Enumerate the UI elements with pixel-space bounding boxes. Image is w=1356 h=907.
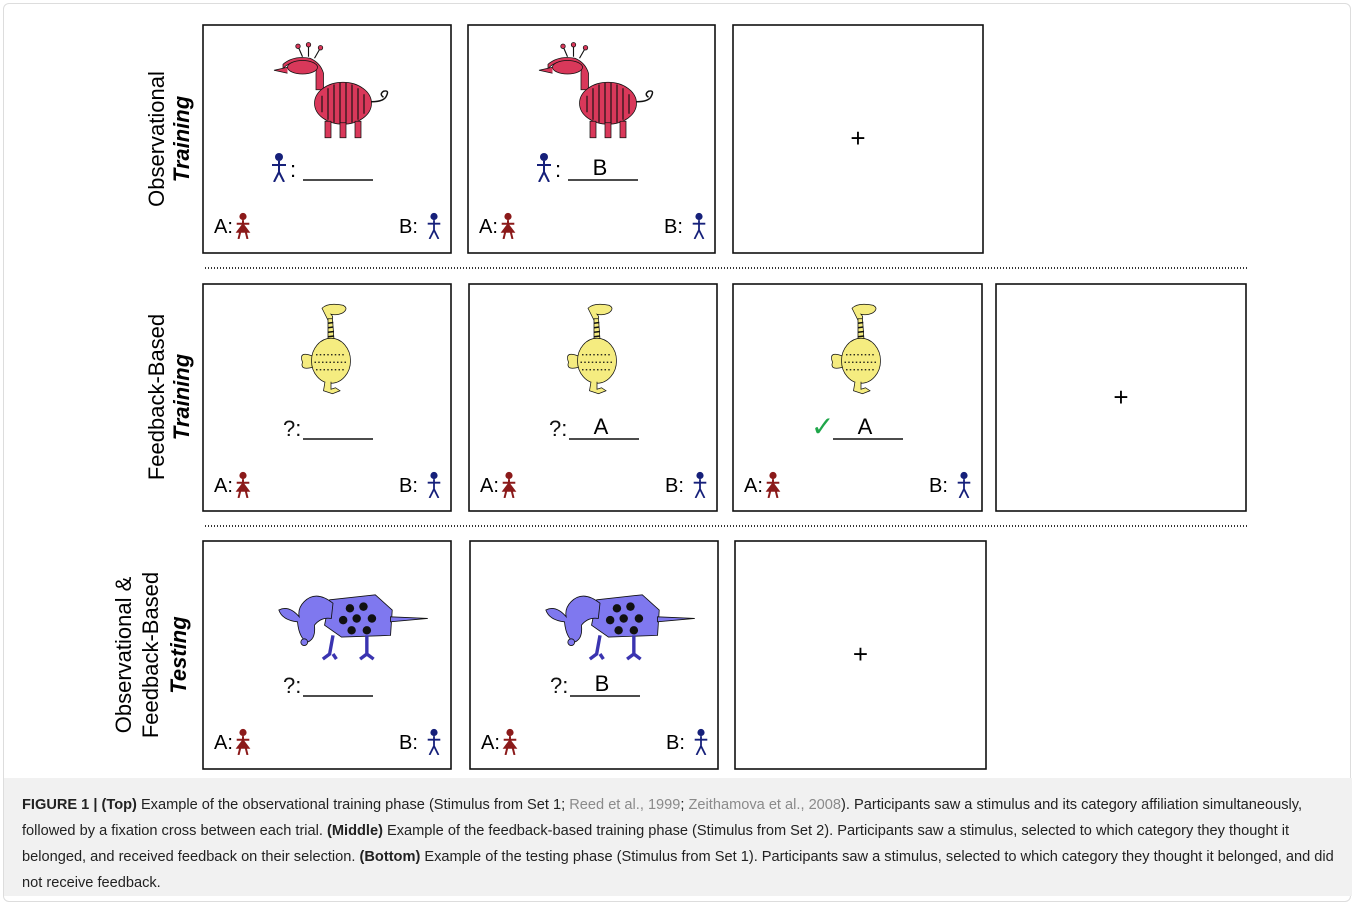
key-label: B: (929, 475, 948, 497)
caption-reference: Zeithamova et al., 2008 (689, 797, 842, 813)
row-label: Observational & (111, 576, 136, 733)
page: ObservationalTraining:A:B::BA:B:+Feedbac… (0, 0, 1356, 907)
key-label: B: (664, 216, 683, 238)
key-label: A: (480, 475, 499, 497)
answer: B (595, 671, 610, 696)
prompt: ?: (549, 416, 567, 441)
caption-label: FIGURE 1 | (22, 797, 102, 813)
answer: B (593, 155, 608, 180)
key-label: A: (214, 732, 233, 754)
caption-heading: (Bottom) (360, 849, 421, 865)
prompt: ?: (550, 673, 568, 698)
row-label: Feedback-Based (138, 572, 163, 738)
answer: A (594, 414, 609, 439)
fixation-cross: + (853, 639, 868, 669)
feedback-check: ✓ (811, 411, 834, 442)
answer: A (858, 414, 873, 439)
row-label: Training (169, 353, 194, 440)
key-label: A: (744, 475, 763, 497)
key-label: A: (481, 732, 500, 754)
fixation-cross: + (1113, 382, 1128, 412)
caption-reference: Reed et al., 1999 (569, 797, 680, 813)
key-label: B: (399, 732, 418, 754)
row-label: Testing (166, 616, 191, 694)
row-label: Observational (144, 71, 169, 207)
caption-text: ; (680, 797, 688, 813)
caption-text: Example of the observational training ph… (137, 797, 569, 813)
row-label: Feedback-Based (144, 314, 169, 480)
caption: FIGURE 1 | (Top) Example of the observat… (4, 778, 1352, 896)
key-label: B: (399, 216, 418, 238)
key-label: A: (214, 216, 233, 238)
key-label: B: (666, 732, 685, 754)
prompt: ?: (283, 673, 301, 698)
caption-heading: (Top) (102, 797, 137, 813)
key-label: B: (399, 475, 418, 497)
prompt: : (555, 157, 561, 182)
key-label: A: (479, 216, 498, 238)
key-label: A: (214, 475, 233, 497)
row-label: Training (169, 95, 194, 182)
fixation-cross: + (850, 123, 865, 153)
prompt: ?: (283, 416, 301, 441)
prompt: : (290, 157, 296, 182)
caption-heading: (Middle) (327, 823, 383, 839)
key-label: B: (665, 475, 684, 497)
